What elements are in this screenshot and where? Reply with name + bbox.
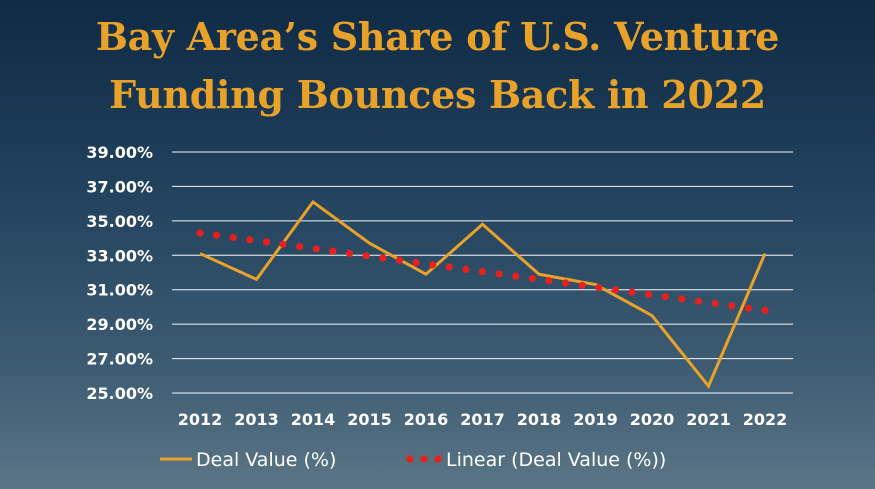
trendline-dot <box>595 283 603 292</box>
trendline-dot <box>495 270 503 278</box>
trendline-dot <box>196 229 204 237</box>
trendline-dot <box>545 277 553 285</box>
x-tick-label: 2015 <box>347 410 392 429</box>
trendline-dot <box>379 254 387 262</box>
trendline-dot <box>345 249 354 258</box>
trendline-dot <box>412 258 420 267</box>
trendline-dot <box>728 302 736 310</box>
y-tick-label: 25.00% <box>86 384 153 403</box>
trendline-dot <box>296 242 304 251</box>
x-tick-label: 2016 <box>404 410 449 429</box>
trendline-dot <box>362 252 370 260</box>
x-tick-label: 2022 <box>743 410 788 429</box>
legend-swatch-dot <box>406 455 414 463</box>
trendline-dot <box>279 240 287 248</box>
trendline-dot <box>561 279 570 287</box>
trendline-dot <box>246 236 254 244</box>
trendline-dot <box>445 263 453 271</box>
trendline-dot <box>312 245 320 253</box>
legend-swatch-dot <box>420 455 428 463</box>
trendline-dot <box>678 295 686 303</box>
x-tick-label: 2019 <box>573 410 618 429</box>
y-tick-label: 39.00% <box>86 143 153 162</box>
trendline-dot <box>661 293 669 301</box>
x-tick-label: 2020 <box>630 410 675 429</box>
trendline-dot <box>645 290 653 299</box>
x-tick-label: 2013 <box>234 410 279 429</box>
trendline-dot <box>761 306 769 314</box>
legend-swatch-dot <box>434 455 442 463</box>
chart-title-line-1: Bay Area’s Share of U.S. Venture <box>95 14 780 59</box>
trendline-dot <box>395 256 404 264</box>
x-tick-label: 2014 <box>291 410 336 429</box>
trendline-dot <box>229 233 237 242</box>
trendline-dot <box>462 265 470 273</box>
trendline-dot <box>694 297 703 305</box>
x-tick-label: 2021 <box>686 410 731 429</box>
x-tick-label: 2012 <box>178 410 223 429</box>
trendline-dot <box>528 274 536 283</box>
trendline-dot <box>429 261 437 269</box>
y-tick-label: 35.00% <box>86 212 153 231</box>
x-tick-label: 2018 <box>517 410 562 429</box>
x-tick-label: 2017 <box>460 410 505 429</box>
legend-label-deal-value: Deal Value (%) <box>196 449 336 471</box>
trendline-dot <box>711 299 719 308</box>
chart-title-line-2: Funding Bounces Back in 2022 <box>109 72 766 117</box>
trendline-dot <box>478 268 487 276</box>
trendline-dot <box>611 286 620 294</box>
y-tick-label: 31.00% <box>86 281 153 300</box>
trendline-dot <box>262 238 271 246</box>
trendline-dot <box>578 281 586 289</box>
legend-label-linear: Linear (Deal Value (%)) <box>446 449 666 471</box>
trendline-dot <box>512 272 520 280</box>
trendline-dot <box>213 231 221 239</box>
y-tick-label: 27.00% <box>86 350 153 369</box>
y-tick-label: 29.00% <box>86 315 153 334</box>
chart-title: Bay Area’s Share of U.S. Venture Funding… <box>0 8 875 124</box>
trendline-dot <box>628 288 636 296</box>
y-tick-label: 33.00% <box>86 246 153 265</box>
trendline-dot <box>329 247 337 255</box>
y-tick-label: 37.00% <box>86 177 153 196</box>
trendline-dot <box>744 304 752 312</box>
